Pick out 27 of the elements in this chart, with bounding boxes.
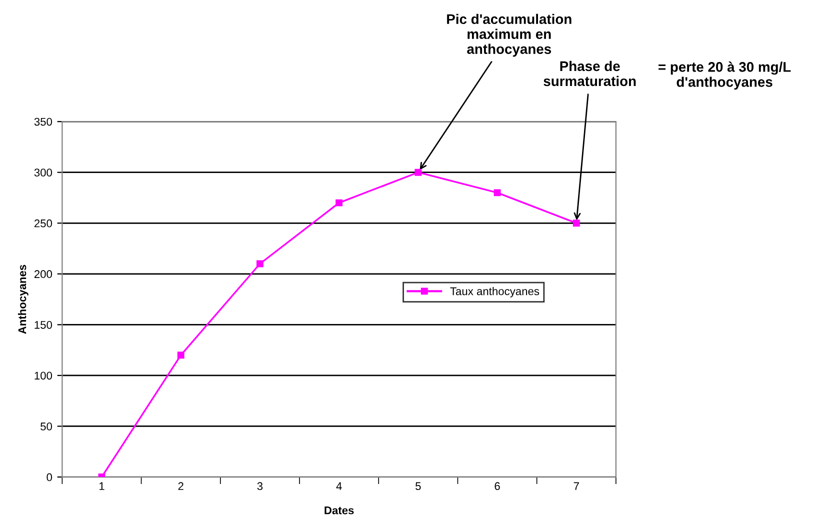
x-tick-label: 6 <box>494 482 500 490</box>
x-tick-label: 5 <box>416 482 421 490</box>
y-tick-label: 300 <box>34 168 52 176</box>
x-tick-label: 2 <box>178 482 184 490</box>
annotation: Phase de surmaturation <box>544 60 636 86</box>
y-tick-label: 200 <box>34 270 52 278</box>
point <box>177 352 184 359</box>
x-tick-label: 3 <box>257 482 263 490</box>
y-tick-label: 50 <box>40 422 52 430</box>
y-tick-label: 100 <box>34 372 52 380</box>
point <box>572 220 580 227</box>
y-axis-title: Anthocyanes <box>18 264 28 334</box>
y-tick-label: 0 <box>46 473 52 482</box>
y-tick-label: 350 <box>34 118 52 126</box>
y-tick-label: 150 <box>34 320 52 329</box>
annotation: Pic d'accumulation maximum en anthocyanes <box>447 14 572 57</box>
x-tick-label: 7 <box>574 482 579 490</box>
legend-label: Taux anthocyanes <box>450 287 540 298</box>
point <box>336 199 343 206</box>
x-tick-label: 4 <box>336 482 342 490</box>
point <box>414 168 422 176</box>
point <box>494 189 501 196</box>
text: = perte 20 à 30 mg/L d'anthocyanes <box>658 62 791 90</box>
x-axis-title: Dates <box>324 506 354 514</box>
x-tick-label: 1 <box>99 482 104 490</box>
point <box>256 260 264 268</box>
y-tick-label: 250 <box>34 219 52 228</box>
